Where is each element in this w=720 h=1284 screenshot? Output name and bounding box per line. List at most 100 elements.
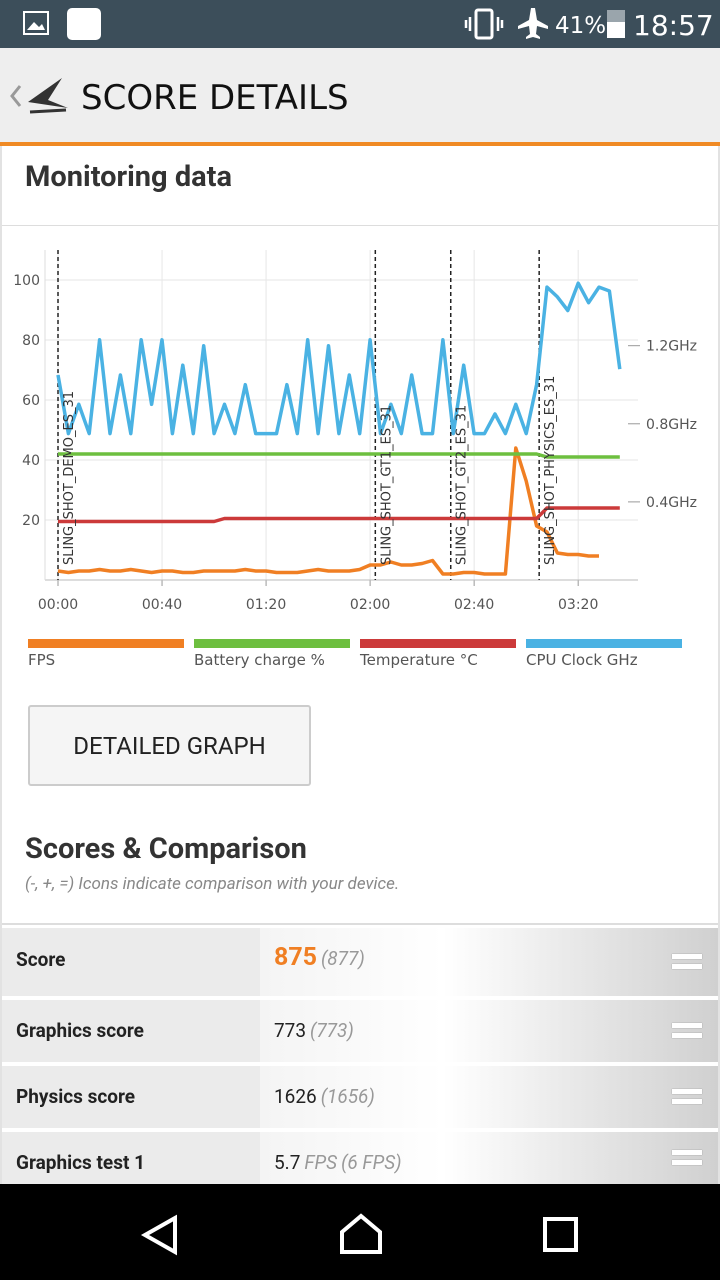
y-tick-label: 80 (22, 333, 40, 349)
series-line (58, 452, 620, 459)
phase-label: SLING_SHOT_GT1_ES_31 (379, 405, 394, 565)
app-icon (67, 8, 101, 40)
series-line (56, 281, 622, 436)
navigation-bar (0, 1184, 720, 1280)
header-title: SCORE DETAILS (81, 78, 349, 118)
clock: 18:57 (633, 9, 714, 42)
app-logo (28, 78, 68, 108)
scores-subtitle: (-, +, =) Icons indicate comparison with… (25, 874, 400, 894)
series-line (58, 506, 620, 524)
legend-label: Battery charge % (194, 651, 325, 669)
divider (2, 225, 718, 226)
legend-label: CPU Clock GHz (526, 651, 638, 669)
detailed-graph-button[interactable]: DETAILED GRAPH (28, 705, 311, 786)
divider (2, 923, 718, 925)
equal-bar (672, 1089, 702, 1094)
header-graphics: SCORE DETAILS (10, 78, 349, 118)
app-logo-stroke (29, 108, 67, 114)
legend-label: Temperature °C (359, 651, 478, 669)
battery-level (607, 22, 625, 38)
score-reference: (1656) (320, 1085, 375, 1108)
legend-swatch (28, 639, 184, 648)
equal-icon (672, 1023, 702, 1039)
score-reference: (877) (321, 947, 365, 970)
score-row: Score 875 (877) (2, 928, 718, 996)
score-value-group: 1626 (1656) (274, 1085, 375, 1108)
gallery-icon-shape (27, 22, 45, 30)
monitoring-chart: 20 40 60 80 100 00:00 00:40 01:20 02:00 02:40 03:2… (13, 250, 697, 669)
score-value-group: 773 (773) (274, 1019, 354, 1042)
equal-icon (672, 1150, 702, 1166)
back-button[interactable] (140, 1214, 177, 1256)
gallery-icon (23, 11, 49, 35)
score-reference: (6 FPS) (341, 1151, 402, 1174)
score-label-cell (2, 928, 260, 996)
legend-label: FPS (28, 651, 55, 669)
score-row: Physics score 1626 (1656) (2, 1066, 718, 1128)
score-reference: (773) (310, 1019, 354, 1042)
x-tick-label: 02:40 (454, 597, 494, 613)
status-bar: 41% 18:57 (0, 0, 720, 48)
equal-bar (672, 964, 702, 969)
score-row: Graphics test 1 5.7 FPS (6 FPS) (2, 1132, 718, 1184)
score-row: Graphics score 773 (773) (2, 1000, 718, 1062)
equal-bar (672, 1033, 702, 1038)
airplane-icon (518, 8, 548, 39)
vibrate-waves (464, 17, 504, 31)
y-tick-label: 40 (22, 453, 40, 469)
scores-title: Scores & Comparison (25, 832, 307, 866)
score-value-group: 875 (877) (274, 943, 365, 972)
score-unit: FPS (304, 1151, 338, 1174)
score-value: 875 (274, 943, 318, 972)
score-label-cell (2, 1132, 260, 1184)
score-value-cell (260, 1066, 718, 1128)
legend-swatch (526, 639, 682, 648)
recents-button[interactable] (543, 1217, 578, 1252)
y-tick-label: 20 (22, 513, 40, 529)
vibrate-icon (474, 8, 494, 40)
app-header: SCORE DETAILS (0, 48, 720, 146)
equal-icon (672, 1089, 702, 1105)
score-label: Score (16, 948, 66, 971)
nav-icons (140, 1213, 578, 1256)
status-icons: 41% 18:57 (23, 8, 714, 42)
equal-bar (672, 954, 702, 959)
score-value-group: 5.7 FPS (6 FPS) (274, 1151, 402, 1174)
equal-bar (672, 1150, 702, 1155)
x-tick-label: 02:00 (350, 597, 390, 613)
legend-swatch (360, 639, 516, 648)
score-value-cell (260, 1132, 718, 1184)
score-label: Graphics test 1 (16, 1151, 146, 1174)
battery-percent: 41% (555, 13, 606, 39)
score-value: 773 (274, 1019, 307, 1042)
phase-label: SLING_SHOT_GT2_ES_31 (455, 405, 470, 565)
score-value-cell (260, 1000, 718, 1062)
y2-tick-label: 1.2GHz (646, 339, 697, 355)
series-line (57, 446, 599, 576)
score-label-cell (2, 1000, 260, 1062)
home-button[interactable] (340, 1213, 382, 1254)
y2-tick-label: 0.4GHz (646, 495, 697, 511)
equal-bar (672, 1099, 702, 1104)
score-label-cell (2, 1066, 260, 1128)
phase-label: SLING_SHOT_DEMO_ES_31 (62, 391, 77, 565)
score-value: 1626 (274, 1085, 317, 1108)
x-tick-label: 00:00 (38, 597, 78, 613)
score-value-cell (260, 928, 718, 996)
content: Monitoring data (0, 146, 720, 1184)
y-tick-label: 100 (13, 273, 40, 289)
phase-label: SLING_SHOT_PHYSICS_ES_31 (543, 376, 558, 565)
equal-bar (672, 1160, 702, 1165)
y-tick-label: 60 (22, 393, 40, 409)
y2-tick-label: 0.8GHz (646, 417, 697, 433)
back-arrow[interactable] (10, 85, 22, 107)
x-tick-label: 01:20 (246, 597, 286, 613)
legend-swatch (194, 639, 350, 648)
equal-bar (672, 1023, 702, 1028)
x-tick-label: 03:20 (558, 597, 598, 613)
x-tick-label: 00:40 (142, 597, 182, 613)
section-title: Monitoring data (25, 160, 232, 194)
score-value: 5.7 (274, 1151, 301, 1174)
score-label: Graphics score (16, 1019, 144, 1042)
